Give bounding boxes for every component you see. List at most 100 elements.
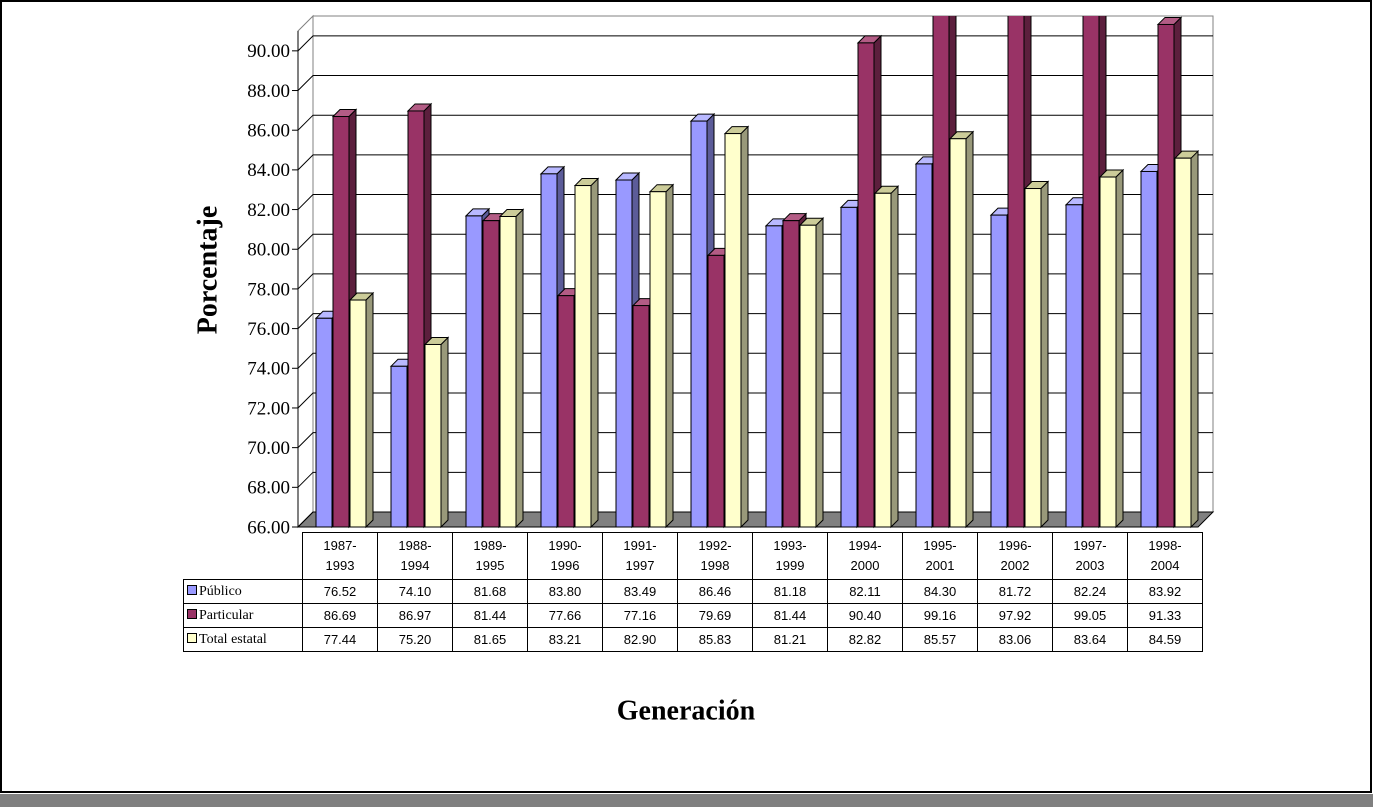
- plot-area: 66.00 68.00 70.00 72.00 74.00 76.00 78.00 80.00…: [247, 14, 1215, 538]
- bar-side: [815, 217, 824, 529]
- table-value: 83.92: [1127, 579, 1203, 604]
- bar: [1157, 23, 1175, 528]
- grid-line: [297, 154, 1213, 171]
- y-tick-label: 66.00: [247, 517, 290, 538]
- grid-line: [297, 194, 1213, 210]
- table-value: 83.21: [527, 627, 603, 652]
- table-value: 83.49: [602, 579, 678, 604]
- bar-side: [1115, 168, 1124, 529]
- grid-line: [297, 471, 1213, 488]
- bar: [990, 214, 1008, 528]
- table-value: 86.46: [677, 579, 753, 604]
- bar: [874, 192, 892, 528]
- bar: [390, 365, 408, 528]
- grid-line: [297, 313, 1213, 329]
- y-tick-label: 86.00: [247, 121, 290, 142]
- x-tick-label: 1993- 1999: [752, 532, 828, 580]
- table-value: 85.83: [677, 627, 753, 652]
- table-value: 79.69: [677, 603, 753, 628]
- data-table: 1987- 1993 1988- 1994 1989- 1995 1990- 1996…: [183, 532, 1203, 652]
- bar: [690, 120, 708, 528]
- bar: [949, 138, 967, 528]
- y-tick-label: 78.00: [247, 279, 290, 300]
- bar: [840, 206, 858, 528]
- bar-side: [890, 185, 899, 529]
- table-value: 81.44: [452, 603, 528, 628]
- x-tick-label: 1996- 2002: [977, 532, 1053, 580]
- bottom-band: [0, 794, 1373, 807]
- bar-side: [515, 208, 524, 529]
- y-axis-title: Porcentaje: [192, 206, 223, 335]
- bar: [1174, 157, 1192, 528]
- bar: [332, 116, 350, 528]
- x-tick-label: 1997- 2003: [1052, 532, 1128, 580]
- bar: [315, 317, 333, 528]
- x-tick-label: 1987- 1993: [302, 532, 378, 580]
- bar: [1007, 16, 1025, 528]
- table-value: 86.97: [377, 603, 453, 628]
- bar: [407, 110, 425, 528]
- table-value: 76.52: [302, 579, 378, 604]
- bar-side: [740, 125, 749, 529]
- legend-label: Total estatal: [199, 631, 267, 647]
- y-tick-label: 90.00: [247, 41, 290, 62]
- y-tick-label: 82.00: [247, 200, 290, 221]
- table-corner: [184, 533, 303, 580]
- table-row: Público 76.52 74.10 81.68 83.80 83.49 86.46 81.…: [183, 579, 1203, 604]
- bar: [465, 215, 483, 528]
- bar: [632, 305, 650, 528]
- table-value: 86.69: [302, 603, 378, 628]
- table-value: 81.65: [452, 627, 528, 652]
- y-tick-label: 72.00: [247, 398, 290, 419]
- table-value: 77.16: [602, 603, 678, 628]
- bar-side: [665, 183, 674, 529]
- y-tick-label: 70.00: [247, 438, 290, 459]
- bar: [499, 216, 517, 528]
- grid-line: [297, 352, 1213, 369]
- grid-line: [297, 233, 1213, 250]
- bar-side: [365, 291, 374, 529]
- bar: [649, 191, 667, 528]
- bar: [557, 295, 575, 528]
- bar-side: [1040, 180, 1049, 529]
- bar: [707, 254, 725, 528]
- table-value: 97.92: [977, 603, 1053, 628]
- table-value: 91.33: [1127, 603, 1203, 628]
- grid-line: [297, 392, 1213, 409]
- legend-entry: Particular: [183, 603, 303, 628]
- bar: [857, 42, 875, 528]
- bar: [574, 185, 592, 528]
- side-wall: [297, 14, 314, 529]
- table-header-row: 1987- 1993 1988- 1994 1989- 1995 1990- 1996…: [184, 532, 1203, 580]
- legend-label: Público: [199, 583, 242, 599]
- grid-line: [297, 35, 1213, 52]
- bar: [1024, 188, 1042, 528]
- bar: [915, 163, 933, 528]
- table-value: 77.66: [527, 603, 603, 628]
- table-value: 81.68: [452, 579, 528, 604]
- bar: [1065, 204, 1083, 528]
- grid-line: [297, 75, 1213, 91]
- x-tick-label: 1998- 2004: [1127, 532, 1203, 580]
- table-value: 90.40: [827, 603, 903, 628]
- legend-entry: Público: [183, 579, 303, 604]
- table-value: 81.44: [752, 603, 828, 628]
- table-row: Total estatal 77.44 75.20 81.65 83.21 82.90 85…: [183, 627, 1203, 652]
- bar: [765, 225, 783, 528]
- legend-swatch: [187, 608, 197, 619]
- table-value: 84.30: [902, 579, 978, 604]
- bar: [932, 16, 950, 528]
- table-value: 99.05: [1052, 603, 1128, 628]
- table-value: 85.57: [902, 627, 978, 652]
- bar: [782, 220, 800, 528]
- bar: [1082, 16, 1100, 528]
- x-tick-label: 1990- 1996: [527, 532, 603, 580]
- x-tick-label: 1995- 2001: [902, 532, 978, 580]
- legend-swatch: [187, 584, 197, 595]
- x-tick-label: 1992- 1998: [677, 532, 753, 580]
- bars: [314, 16, 1200, 529]
- table-row: Particular 86.69 86.97 81.44 77.66 77.16 79.69…: [183, 603, 1203, 628]
- table-value: 77.44: [302, 627, 378, 652]
